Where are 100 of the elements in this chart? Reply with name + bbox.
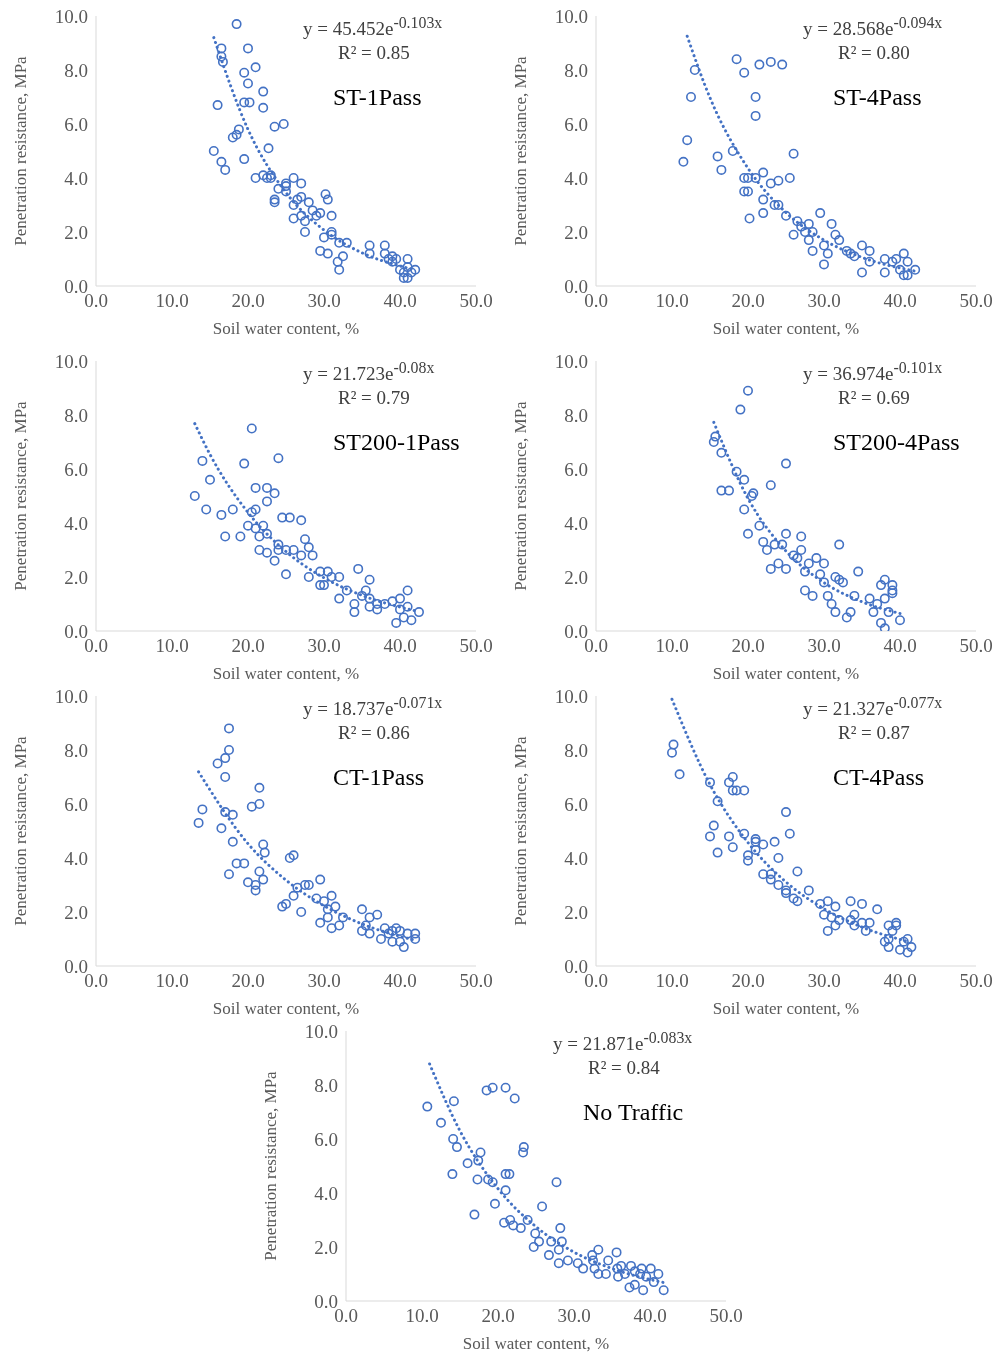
y-tick-label: 2.0: [564, 901, 588, 923]
x-tick-label: 30.0: [807, 635, 841, 657]
point: [815, 569, 826, 580]
point: [773, 558, 784, 569]
point: [822, 590, 833, 601]
x-tick-label: 30.0: [307, 970, 341, 992]
y-axis-title: Penetration resistance, MPa: [11, 400, 31, 591]
y-tick-label: 4.0: [564, 512, 588, 534]
point: [739, 474, 750, 485]
y-tick-label: 6.0: [64, 113, 88, 135]
point: [834, 539, 845, 550]
y-tick-label: 8.0: [64, 404, 88, 426]
x-axis-title: Soil water content, %: [462, 1334, 610, 1353]
x-axis-title: Soil water content, %: [712, 319, 860, 338]
point: [743, 385, 753, 396]
y-tick-label: 6.0: [564, 113, 588, 135]
y-tick-label: 2.0: [64, 901, 88, 923]
y-tick-label: 10.0: [54, 350, 88, 372]
y-tick-label: 8.0: [64, 59, 88, 81]
point: [819, 558, 829, 569]
point: [838, 577, 848, 588]
x-tick-label: 10.0: [655, 290, 689, 312]
x-tick-label: 20.0: [731, 635, 765, 657]
annotation: CT-4Pass: [833, 763, 925, 792]
x-tick-label: 40.0: [883, 290, 917, 312]
x-tick-label: 10.0: [655, 970, 689, 992]
y-axis-title: Penetration resistance, MPa: [11, 735, 31, 926]
x-tick-label: 40.0: [883, 970, 917, 992]
x-tick-label: 50.0: [459, 290, 493, 312]
annotation: R² = 0.86: [338, 722, 410, 745]
point: [853, 566, 864, 577]
point: [769, 539, 780, 550]
y-axis-title: Penetration resistance, MPa: [261, 1070, 281, 1261]
point: [807, 590, 818, 601]
point: [716, 447, 727, 458]
point: [811, 553, 822, 564]
x-axis-title: Soil water content, %: [712, 999, 860, 1018]
y-tick-label: 8.0: [564, 739, 588, 761]
point: [777, 539, 788, 550]
x-tick-label: 40.0: [383, 290, 417, 312]
point: [708, 437, 719, 447]
x-axis-title: Soil water content, %: [212, 664, 360, 683]
point: [724, 485, 734, 496]
point: [781, 458, 791, 469]
x-tick-label: 10.0: [155, 970, 189, 992]
point: [830, 607, 841, 618]
point: [895, 615, 905, 626]
point: [792, 553, 803, 564]
y-tick-label: 4.0: [64, 847, 88, 869]
point: [788, 550, 799, 561]
x-axis-title: Soil water content, %: [712, 664, 860, 683]
annotation: y = 21.871e$^{-0.083x}$: [553, 1029, 693, 1057]
annotation: y = 21.723e$^{-0.08x}$: [303, 359, 435, 387]
y-tick-label: 10.0: [554, 685, 588, 707]
x-tick-label: 20.0: [231, 970, 265, 992]
point: [781, 528, 791, 539]
point: [735, 404, 746, 415]
x-tick-label: 30.0: [307, 635, 341, 657]
y-tick-label: 6.0: [64, 793, 88, 815]
y-tick-label: 8.0: [64, 739, 88, 761]
point: [765, 563, 776, 574]
point: [731, 466, 742, 477]
annotation: R² = 0.87: [838, 722, 910, 745]
x-tick-label: 50.0: [459, 635, 493, 657]
annotation: y = 36.974e$^{-0.101x}$: [803, 359, 943, 387]
y-axis-title: Penetration resistance, MPa: [511, 400, 531, 591]
annotation: y = 21.327e$^{-0.077x}$: [803, 694, 943, 722]
x-tick-label: 20.0: [731, 970, 765, 992]
y-tick-label: 4.0: [64, 167, 88, 189]
x-tick-label: 30.0: [807, 970, 841, 992]
point: [879, 574, 890, 585]
annotation: ST200-1Pass: [333, 428, 460, 457]
y-tick-label: 8.0: [564, 404, 588, 426]
y-tick-label: 10.0: [554, 5, 588, 27]
point: [758, 536, 769, 547]
x-tick-label: 40.0: [383, 970, 417, 992]
x-tick-label: 20.0: [231, 290, 265, 312]
x-tick-label: 20.0: [231, 635, 265, 657]
y-tick-label: 4.0: [314, 1182, 338, 1204]
point: [739, 504, 750, 515]
annotation: R² = 0.69: [838, 387, 910, 410]
point: [765, 480, 776, 491]
point: [716, 485, 727, 496]
x-tick-label: 50.0: [959, 970, 993, 992]
point: [864, 593, 875, 604]
annotation: ST-1Pass: [333, 83, 422, 112]
annotation: y = 18.737e$^{-0.071x}$: [303, 694, 443, 722]
point: [887, 580, 898, 591]
point: [781, 563, 791, 574]
point: [879, 623, 890, 631]
annotation: R² = 0.84: [588, 1057, 660, 1080]
y-tick-label: 4.0: [64, 512, 88, 534]
x-tick-label: 50.0: [959, 635, 993, 657]
y-tick-label: 2.0: [64, 566, 88, 588]
y-tick-label: 6.0: [314, 1128, 338, 1150]
annotation: y = 28.568e$^{-0.094x}$: [803, 14, 943, 42]
x-tick-label: 10.0: [405, 1305, 439, 1327]
point: [876, 617, 886, 628]
point: [743, 528, 753, 539]
x-tick-label: 30.0: [307, 290, 341, 312]
